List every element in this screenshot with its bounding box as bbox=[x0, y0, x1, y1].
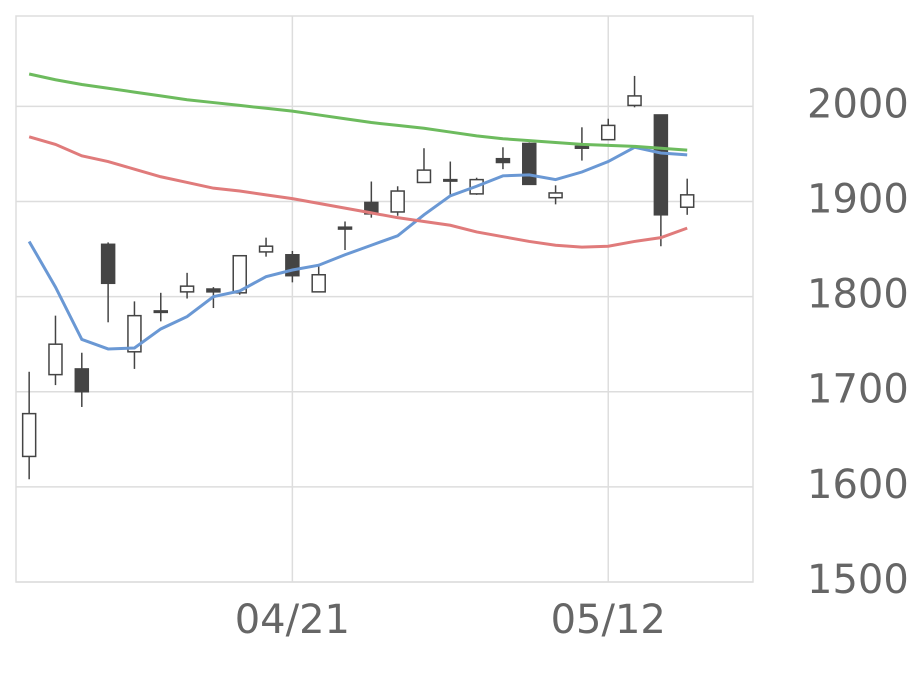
y-tick-label: 1900 bbox=[807, 176, 909, 222]
candle-body bbox=[206, 288, 221, 293]
candle-body bbox=[416, 169, 432, 184]
candle-body bbox=[522, 142, 537, 186]
candle-body bbox=[74, 368, 90, 393]
candle-body bbox=[127, 314, 142, 353]
candle-body bbox=[600, 124, 616, 141]
candle-body bbox=[627, 95, 642, 107]
moving-average-line bbox=[28, 72, 688, 152]
x-tick-label: 04/21 bbox=[235, 597, 350, 643]
candle-body bbox=[548, 192, 563, 199]
moving-average-line bbox=[28, 135, 688, 249]
candle-body bbox=[48, 343, 63, 376]
y-tick-label: 1500 bbox=[807, 557, 909, 603]
candle-body bbox=[653, 114, 669, 216]
candle-body bbox=[574, 145, 590, 149]
x-tick-label: 05/12 bbox=[551, 597, 666, 643]
candle-body bbox=[679, 194, 695, 208]
candle-body bbox=[232, 254, 247, 294]
candle-body bbox=[153, 310, 169, 314]
candle-body bbox=[258, 245, 274, 253]
candle-body bbox=[100, 243, 116, 285]
plot-frame bbox=[15, 15, 754, 583]
y-tick-label: 1800 bbox=[807, 272, 909, 318]
candle-body bbox=[21, 412, 37, 458]
y-tick-label: 1600 bbox=[807, 462, 909, 508]
candle-body bbox=[495, 157, 511, 164]
moving-average-line bbox=[27, 145, 688, 351]
candle-body bbox=[390, 190, 405, 213]
y-tick-label: 2000 bbox=[807, 81, 909, 127]
candle-body bbox=[443, 178, 458, 182]
candle-body bbox=[179, 285, 195, 293]
candle-body bbox=[311, 273, 326, 293]
y-tick-label: 1700 bbox=[807, 367, 909, 413]
candle-body bbox=[337, 226, 353, 230]
